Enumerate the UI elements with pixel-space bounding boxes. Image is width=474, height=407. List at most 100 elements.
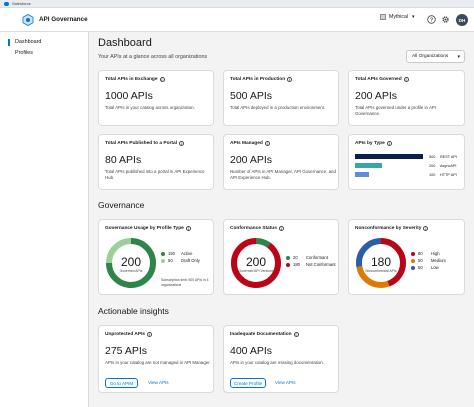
type-bar-label: HTTP API xyxy=(440,172,457,177)
info-icon[interactable]: i xyxy=(386,141,392,146)
card-description: Number of APIs in API Manager, API Gover… xyxy=(230,169,336,180)
card-apis-managed: APIs Managed i 200 APIs Number of APIs in… xyxy=(223,134,339,190)
card-title: Governance Usage by Profile Type xyxy=(105,226,184,231)
type-bar-count: 200 xyxy=(429,163,436,168)
legend-item: 80 High xyxy=(411,250,446,257)
api-governance-logo-icon xyxy=(22,13,34,26)
conformance-donut: 200 Governed API Versions xyxy=(231,238,281,288)
card-description: Total APIs published into a portal in AP… xyxy=(105,169,205,180)
card-value: 275 APIs xyxy=(105,345,148,357)
legend-label: Medium xyxy=(431,258,446,263)
user-avatar[interactable]: DH xyxy=(456,14,468,26)
legend-item: 50 Low xyxy=(411,264,446,271)
insights-section-title: Actionable insights xyxy=(98,306,169,316)
browser-tab-label[interactable]: Salesforce xyxy=(12,1,31,6)
go-to-apim-button[interactable]: Go to APIM xyxy=(105,378,138,388)
card-title: Unprotected APIs xyxy=(105,332,146,337)
card-value: 1000 APIs xyxy=(105,90,153,102)
sidebar-item-dashboard[interactable]: Dashboard xyxy=(15,39,42,45)
card-total-apis-governed: Total APIs Governed i 200 APIs Total APIs… xyxy=(348,70,465,126)
type-bar-label: AsyncAPI xyxy=(440,163,457,168)
card-governance-usage: Governance Usage by Profile Type i 200 Go… xyxy=(98,219,214,295)
info-icon[interactable]: i xyxy=(423,226,429,231)
usage-legend: 150 Active 50 Draft Only xyxy=(161,250,200,264)
legend-item: 150 Active xyxy=(161,250,200,257)
settings-gear-icon[interactable] xyxy=(441,15,450,24)
info-icon[interactable]: i xyxy=(178,141,184,146)
info-icon[interactable]: i xyxy=(264,141,270,146)
help-icon[interactable]: ? xyxy=(427,15,436,24)
info-icon[interactable]: i xyxy=(293,332,299,337)
main-content: Dashboard Your APIs at a glance across a… xyxy=(90,32,474,407)
type-bar-label: REST API xyxy=(440,154,458,159)
type-bar-count: 100 xyxy=(429,172,436,177)
app-title: API Governance xyxy=(39,16,88,23)
info-icon[interactable]: i xyxy=(159,77,165,82)
svg-text:?: ? xyxy=(430,17,433,23)
legend-value: 180 xyxy=(293,262,300,267)
card-value: 400 APIs xyxy=(230,345,273,357)
donut-segment-2[interactable] xyxy=(356,238,406,288)
organization-filter-select[interactable]: All Organizations ▾ xyxy=(406,50,465,63)
info-icon[interactable]: i xyxy=(185,226,191,231)
card-title: APIs Managed xyxy=(230,141,263,146)
salesforce-logo-icon xyxy=(4,1,9,6)
legend-item: 180 Not Conformant xyxy=(286,261,336,268)
card-title: APIs by Type xyxy=(355,141,385,146)
donut-center-value: 200 xyxy=(246,255,266,269)
donut-center-label: Governed API Versions xyxy=(238,269,273,273)
card-title: Total APIs Governed xyxy=(355,77,402,82)
legend-value: 150 xyxy=(168,251,175,256)
view-apis-link[interactable]: View APIs xyxy=(275,380,296,385)
card-description: Total APIs governed under a profile in A… xyxy=(355,105,437,116)
donut-segment-1[interactable] xyxy=(356,238,406,288)
legend-swatch xyxy=(161,251,165,256)
sidebar-nav xyxy=(0,32,89,407)
legend-value: 50 xyxy=(418,265,423,270)
type-bar-1[interactable] xyxy=(355,163,383,168)
donut-center-label: Governed APIs xyxy=(120,269,143,273)
view-apis-link[interactable]: View APIs xyxy=(148,380,169,385)
browser-tab-bar: Salesforce xyxy=(0,0,474,8)
card-title: Total APIs in Production xyxy=(230,77,286,82)
info-icon[interactable]: i xyxy=(278,226,284,231)
subscription-limit-note: Subscription limit: 500 APIs in 4 organi… xyxy=(161,278,209,287)
type-bar-0[interactable] xyxy=(355,154,423,159)
type-bar-count: 500 xyxy=(429,154,436,159)
legend-swatch xyxy=(161,258,165,263)
legend-item: 50 Draft Only xyxy=(161,257,200,264)
legend-value: 80 xyxy=(418,251,423,256)
legend-label: Low xyxy=(431,265,439,270)
legend-item: 50 Medium xyxy=(411,257,446,264)
active-nav-indicator xyxy=(8,39,10,46)
donut-segment-1[interactable] xyxy=(106,238,156,288)
organization-filter-value: All Organizations xyxy=(412,54,449,59)
legend-swatch xyxy=(286,255,290,260)
chevron-down-icon: ▾ xyxy=(457,54,460,60)
donut-segment-1[interactable] xyxy=(231,238,281,288)
org-switcher[interactable]: Mythical ▾ xyxy=(380,14,415,20)
legend-swatch xyxy=(286,262,290,267)
type-bar-2[interactable] xyxy=(355,172,369,177)
legend-value: 50 xyxy=(418,258,423,263)
card-title: Total APIs Published to a Portal xyxy=(105,141,177,146)
card-value: 500 APIs xyxy=(230,90,273,102)
chevron-down-icon: ▾ xyxy=(412,14,415,20)
sidebar-item-profiles[interactable]: Profiles xyxy=(15,50,33,56)
severity-donut: 180 Nonconformant APIs xyxy=(356,238,406,288)
building-icon xyxy=(380,14,386,20)
legend-label: Not Conformant xyxy=(306,262,336,267)
card-unprotected-apis: Unprotected APIs i 275 APIs APIs in your … xyxy=(98,325,214,393)
governance-section-title: Governance xyxy=(98,200,145,210)
info-icon[interactable]: i xyxy=(403,77,409,82)
info-icon[interactable]: i xyxy=(147,332,153,337)
create-profile-button[interactable]: Create Profile xyxy=(230,378,266,388)
legend-label: Active xyxy=(181,251,193,256)
legend-value: 20 xyxy=(293,255,298,260)
legend-swatch xyxy=(411,258,415,263)
legend-value: 50 xyxy=(168,258,173,263)
info-icon[interactable]: i xyxy=(287,77,293,82)
card-total-apis-exchange: Total APIs in Exchange i 1000 APIs Total … xyxy=(98,70,214,126)
app-header: API Governance Mythical ▾ ? DH xyxy=(0,8,474,32)
legend-label: Conformant xyxy=(306,255,328,260)
